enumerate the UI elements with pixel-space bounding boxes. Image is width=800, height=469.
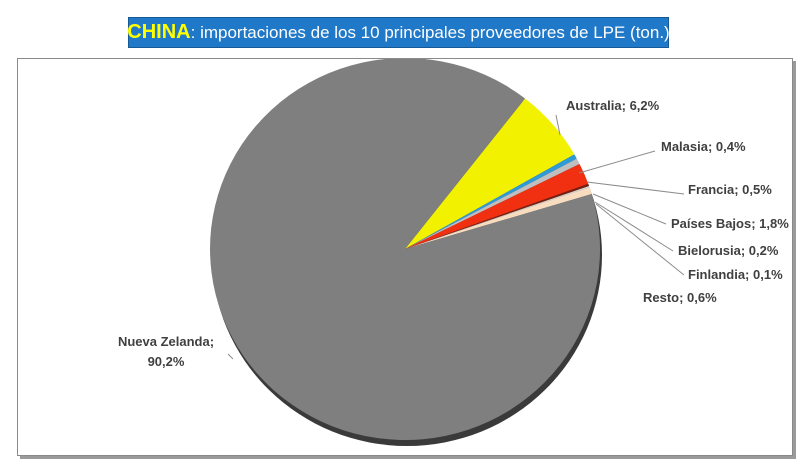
leader-line-australia xyxy=(555,114,561,136)
pie-slice-paises-bajos xyxy=(405,163,589,249)
data-label-francia: Francia; 0,5% xyxy=(688,182,772,197)
pie-slice-bielorusia xyxy=(405,183,590,249)
leader-line-finlandia xyxy=(595,203,685,276)
pie-slice-finlandia xyxy=(405,186,590,249)
data-label-finlandia: Finlandia; 0,1% xyxy=(688,267,783,282)
pie-slice-malasia xyxy=(405,154,577,249)
chart-area: Nueva Zelanda; 90,2% Australia; 6,2% Malasi… xyxy=(17,58,793,456)
pie-slice-resto xyxy=(405,187,592,249)
data-label-resto: Resto; 0,6% xyxy=(643,290,717,305)
leader-line-francia xyxy=(586,181,685,195)
title-text: : importaciones de los 10 principales pr… xyxy=(190,22,670,42)
leader-line-bielorusia xyxy=(594,201,674,252)
leader-line-malasia xyxy=(578,150,656,174)
pie-chart: Nueva Zelanda; 90,2% Australia; 6,2% Malasi… xyxy=(118,59,789,446)
data-label-nueva-zelanda: Nueva Zelanda; xyxy=(118,334,214,349)
data-label-bielorusia: Bielorusia; 0,2% xyxy=(678,243,779,258)
data-label-australia: Australia; 6,2% xyxy=(566,98,660,113)
leader-line-nueva-zelanda xyxy=(227,353,234,360)
pie-slice-australia xyxy=(405,98,575,249)
data-label-malasia: Malasia; 0,4% xyxy=(661,139,746,154)
leader-line-paises-bajos xyxy=(592,193,667,225)
pie-slice-francia xyxy=(405,158,580,249)
pie-slice-nueva-zelanda xyxy=(210,59,601,440)
title-country: CHINA xyxy=(127,21,191,43)
data-label-paises-bajos: Países Bajos; 1,8% xyxy=(671,216,789,231)
data-label-nueva-zelanda-value: 90,2% xyxy=(148,354,185,369)
chart-title: CHINA : importaciones de los 10 principa… xyxy=(127,17,670,48)
